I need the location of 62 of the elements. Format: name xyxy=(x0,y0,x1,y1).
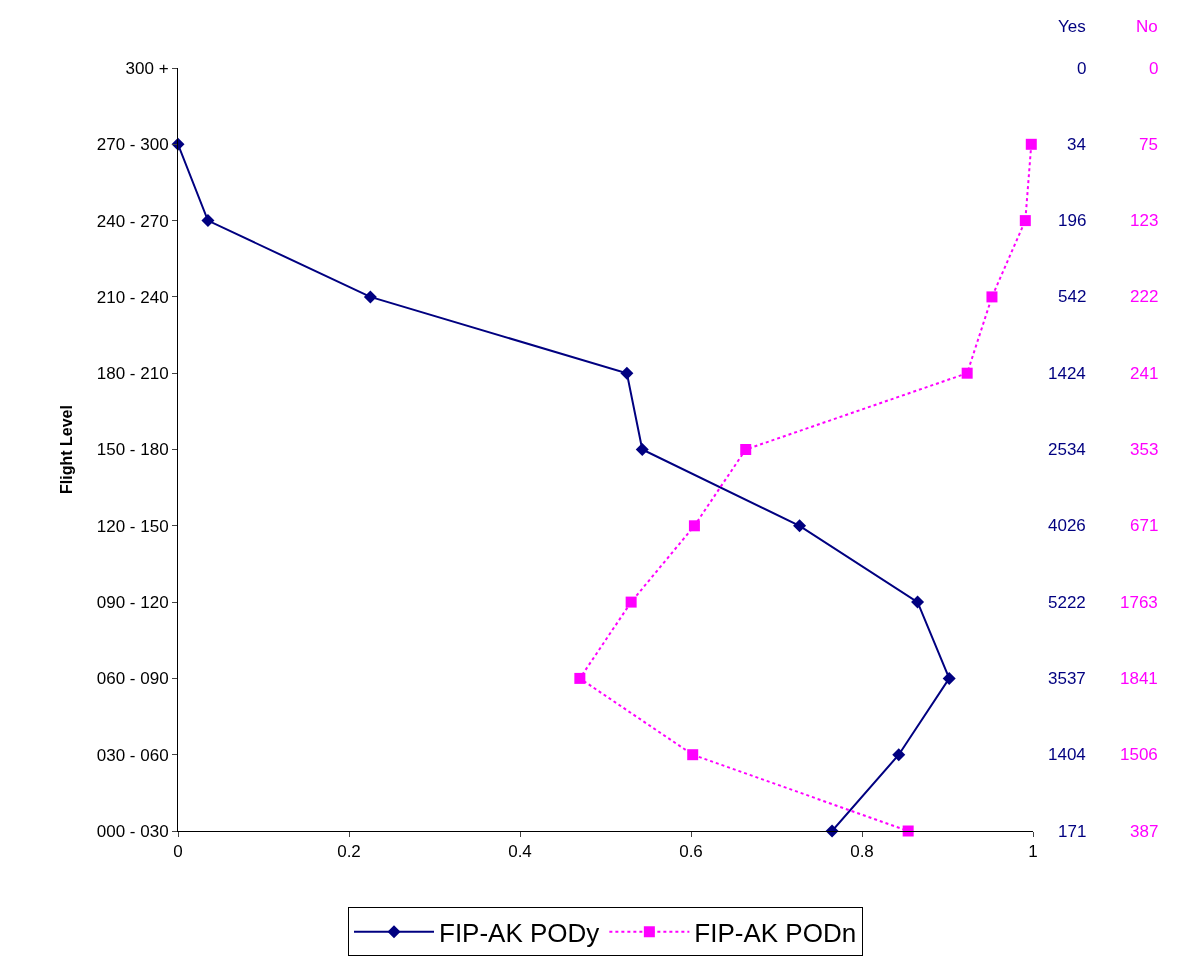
point xyxy=(625,596,637,608)
text: 75 xyxy=(1139,135,1158,154)
text: 171 xyxy=(1058,822,1087,841)
y-tick-label: 090 - 120 xyxy=(96,593,169,613)
point xyxy=(1025,138,1037,150)
x-tick-label: 0.2 xyxy=(337,842,361,862)
text: 387 xyxy=(1130,822,1159,841)
text: 1424 xyxy=(1048,364,1086,383)
x-tick-label: 1 xyxy=(1028,842,1038,862)
point xyxy=(902,825,914,837)
y-tick-label: 300 + xyxy=(125,58,169,78)
point xyxy=(892,748,906,762)
point xyxy=(740,444,752,455)
text: 3537 xyxy=(1048,669,1086,688)
text: No xyxy=(1136,17,1158,36)
text: 542 xyxy=(1058,287,1087,306)
y-axis-title: Flight Level xyxy=(57,405,75,494)
point xyxy=(363,290,377,304)
point xyxy=(687,749,699,761)
y-tick-label: 180 - 210 xyxy=(96,364,169,384)
text: 1841 xyxy=(1120,669,1158,688)
text: 353 xyxy=(1130,440,1159,459)
point xyxy=(1019,215,1031,227)
text: 2534 xyxy=(1048,440,1086,459)
text: 123 xyxy=(1130,211,1159,230)
text: 1763 xyxy=(1120,593,1158,612)
text: 5222 xyxy=(1048,593,1086,612)
point xyxy=(986,291,998,303)
y-tick-label: 210 - 240 xyxy=(96,287,169,307)
text: 241 xyxy=(1130,364,1159,383)
y-tick-label: 030 - 060 xyxy=(96,745,169,765)
y-tick-label: 270 - 300 xyxy=(96,135,169,155)
text: 1506 xyxy=(1120,745,1158,764)
y-tick-label: 150 - 180 xyxy=(96,440,169,460)
x-tick-label: 0.4 xyxy=(508,842,532,862)
point xyxy=(942,671,956,685)
text: 34 xyxy=(1067,135,1086,154)
text: 0 xyxy=(1077,59,1087,78)
point xyxy=(961,367,973,379)
y-tick-label: 240 - 270 xyxy=(96,211,169,231)
legend-label: FIP-AK PODn xyxy=(694,917,857,948)
point xyxy=(911,595,925,609)
text: 1404 xyxy=(1048,745,1086,764)
point xyxy=(620,366,634,380)
point xyxy=(635,443,649,456)
text: Yes xyxy=(1058,17,1086,36)
x-tick-label: 0.6 xyxy=(679,842,703,862)
legend-label: FIP-AK PODy xyxy=(439,917,600,948)
point xyxy=(201,214,215,228)
point xyxy=(574,672,586,684)
point xyxy=(688,520,700,532)
x-tick-label: 0 xyxy=(173,842,183,862)
y-tick-label: 060 - 090 xyxy=(96,669,169,689)
y-tick-label: 120 - 150 xyxy=(96,516,169,536)
x-tick-label: 0.8 xyxy=(850,842,874,862)
text: 4026 xyxy=(1048,516,1086,535)
text: 222 xyxy=(1130,287,1159,306)
text: 0 xyxy=(1149,59,1159,78)
text: 196 xyxy=(1058,211,1087,230)
text: 671 xyxy=(1130,516,1159,535)
y-tick-label: 000 - 030 xyxy=(96,821,169,841)
point xyxy=(793,519,807,533)
